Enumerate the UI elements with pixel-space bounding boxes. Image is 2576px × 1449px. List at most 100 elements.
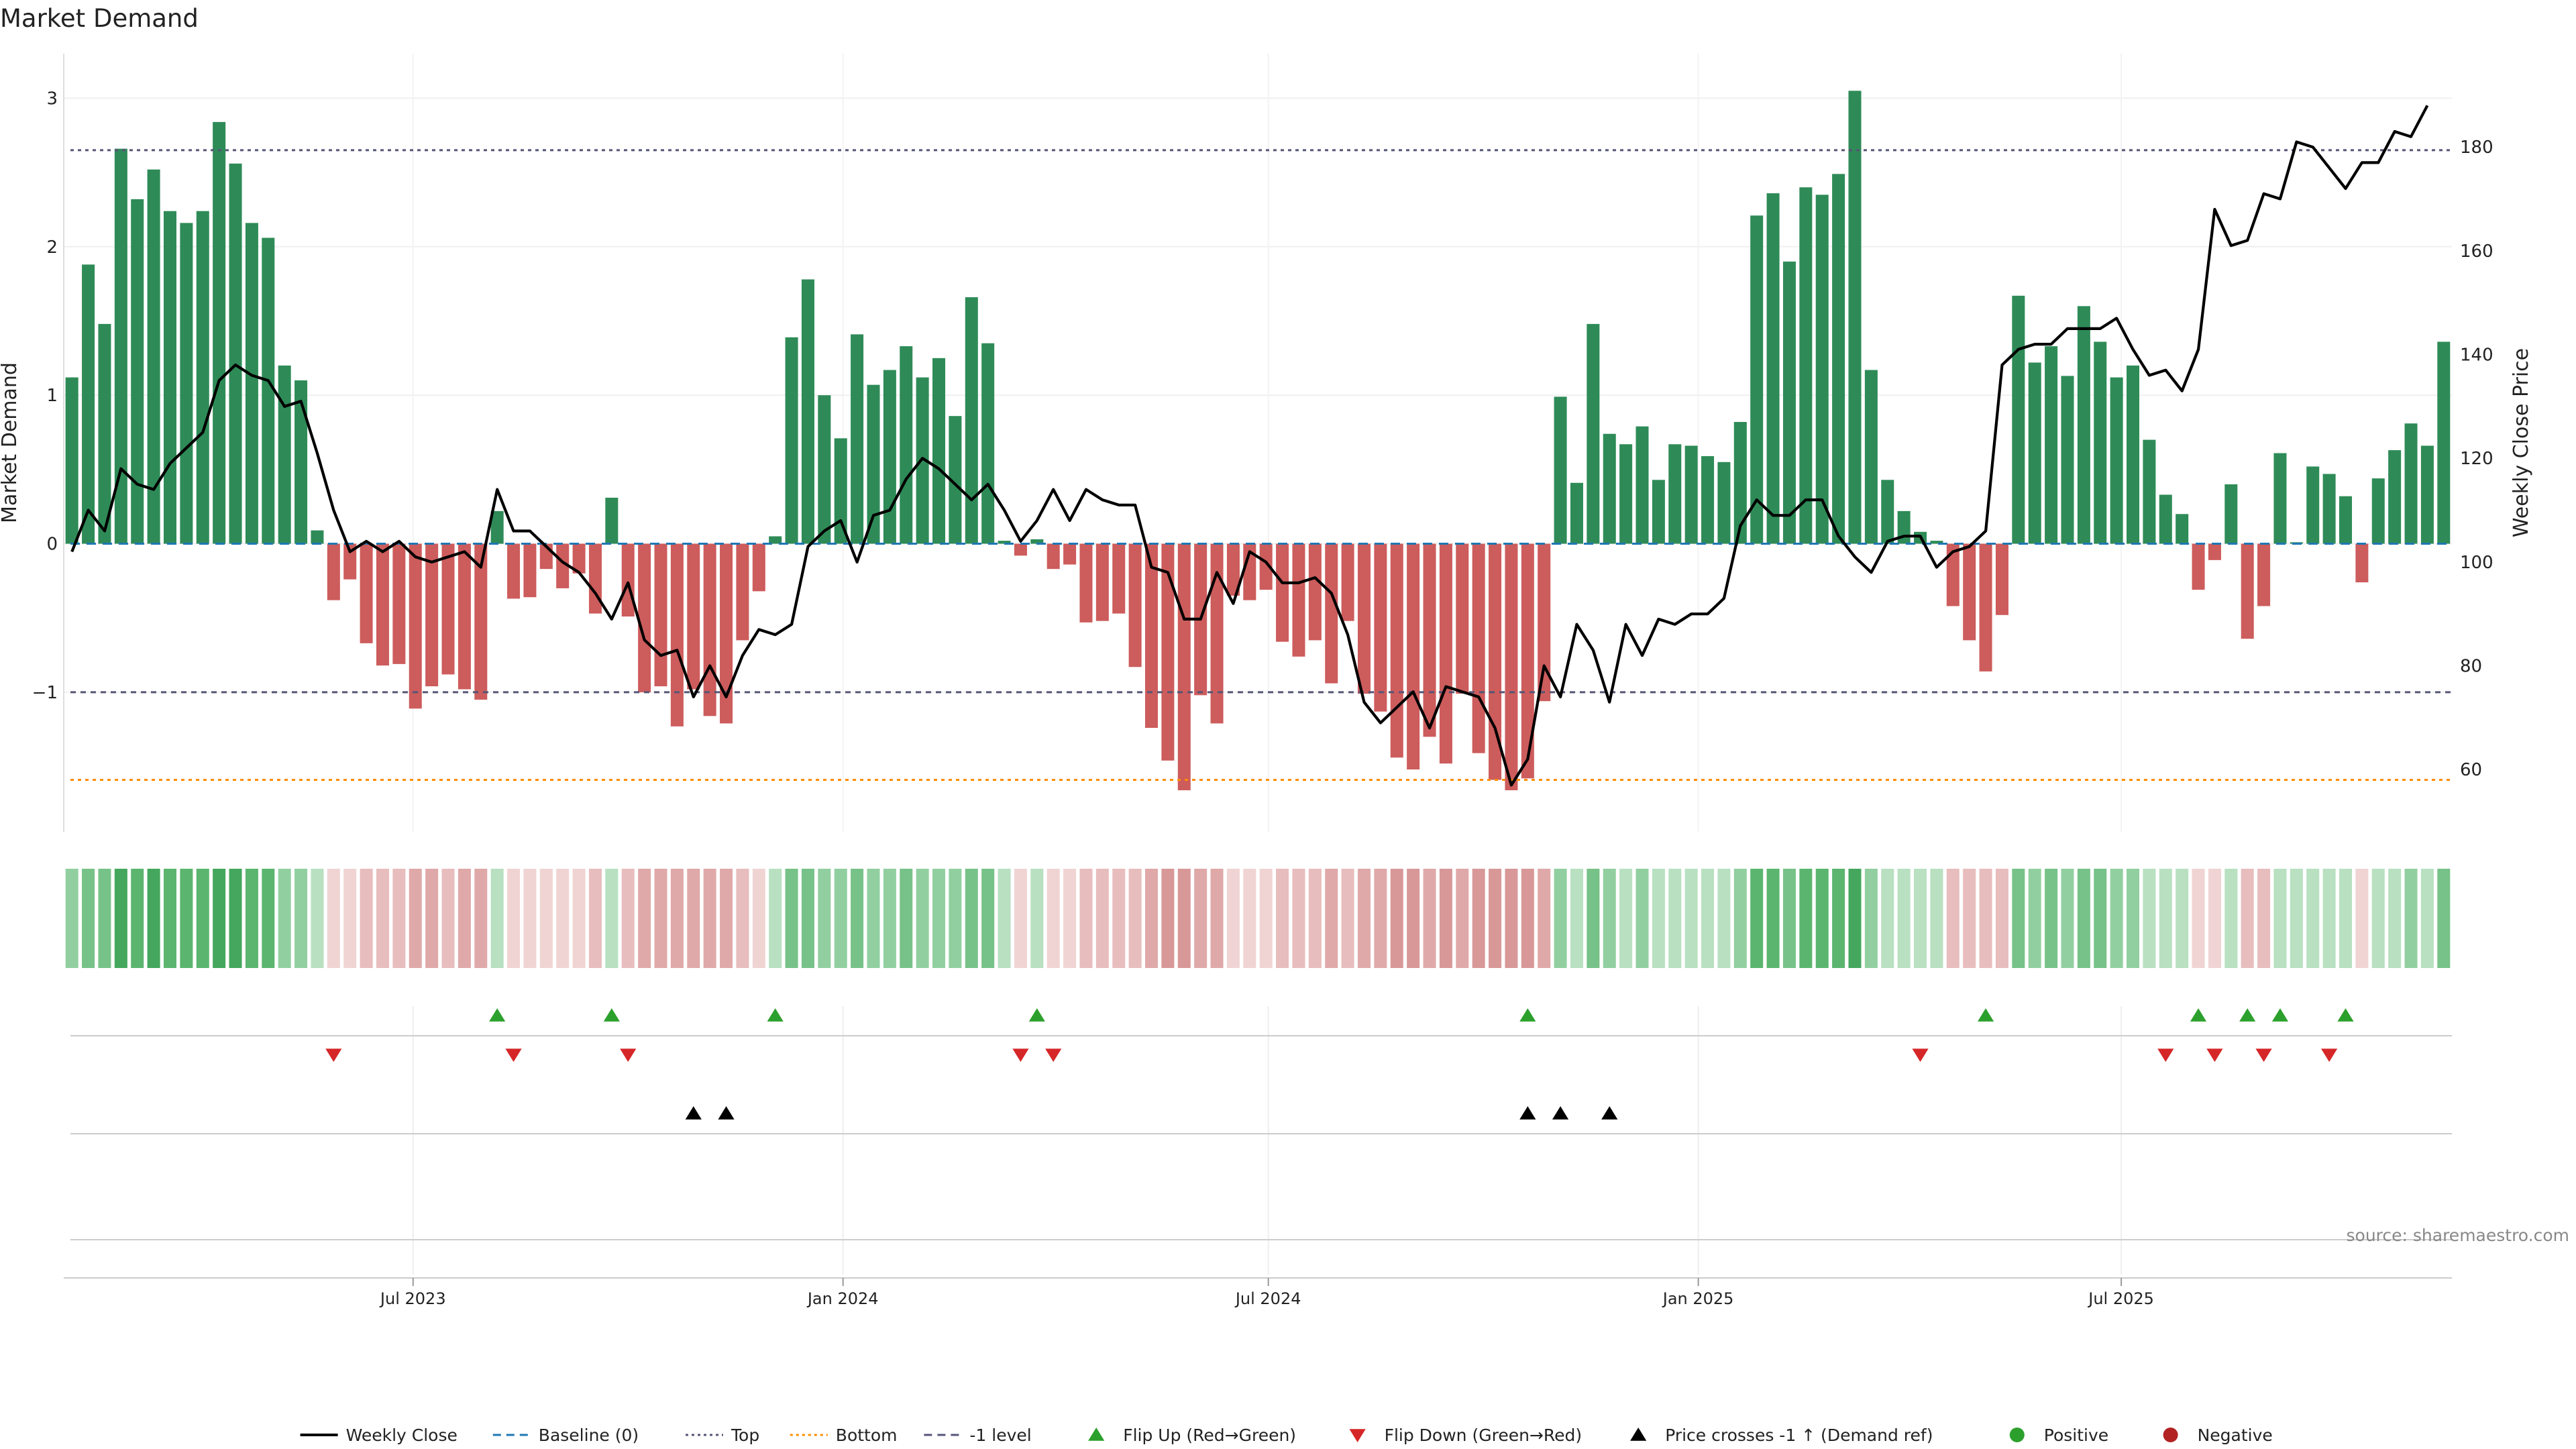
demand-bar [2437,341,2451,544]
demand-bar [1750,215,1764,544]
heat-cell [98,869,111,968]
heat-cell [556,869,570,968]
demand-bar [2224,484,2238,544]
demand-bar [523,543,537,598]
heat-cell [654,869,667,968]
legend-label: Baseline (0) [539,1426,639,1445]
heat-cell [1423,869,1436,968]
demand-bar [163,211,177,544]
demand-bar [1276,543,1289,642]
x-tick-label: Jan 2024 [806,1289,879,1308]
y-tick-label: 1 [46,386,58,406]
y2-tick-label: 180 [2460,138,2493,158]
demand-bar [1161,543,1175,761]
heat-cell [1995,869,2008,968]
heat-cell [1554,869,1567,968]
heat-cell [1259,869,1273,968]
y2-tick-label: 100 [2460,553,2493,573]
y-tick-label: 3 [46,89,58,109]
heat-cell [1325,869,1338,968]
flip-up-marker [1977,1008,1994,1022]
y-tick-label: 0 [46,535,58,555]
demand-bar [1554,396,1567,544]
demand-bar [1603,433,1616,544]
price-cross-marker [1601,1106,1618,1120]
demand-bar [114,148,127,544]
demand-bar [229,163,242,544]
demand-bar [687,543,700,690]
heat-cell [360,869,373,968]
grid-lines [64,54,2452,1275]
heat-cell [1243,869,1256,968]
demand-bar [1325,543,1338,684]
demand-bar [1782,261,1796,544]
x-tick-label: Jul 2025 [2087,1289,2154,1308]
demand-bar [311,530,324,544]
demand-bar [2012,295,2025,544]
demand-bar [2028,362,2041,544]
heat-cell [1815,869,1829,968]
flip-down-marker [325,1049,342,1062]
demand-bar [1733,422,1747,544]
heat-cell [1194,869,1208,968]
demand-bar [1063,543,1077,565]
demand-bar [180,223,193,544]
legend-label: Flip Down (Green→Red) [1385,1426,1582,1445]
flip-up-marker [603,1008,620,1022]
heat-cell [588,869,602,968]
heat-cell [1112,869,1126,968]
demand-bar [1946,543,1960,606]
demand-bar [1079,543,1093,623]
heat-cell [1864,869,1878,968]
heat-cell [2257,869,2271,968]
demand-bar [1832,174,1845,544]
heat-cell [1521,869,1534,968]
demand-bar [2077,306,2090,544]
y2-axis-label: Weekly Close Price [2510,348,2533,537]
demand-bar [245,223,258,544]
demand-bar [2404,423,2418,544]
demand-bar [1570,482,1583,544]
price-cross-marker [1519,1106,1536,1120]
flip-down-marker [620,1049,637,1062]
heat-cell [2061,869,2074,968]
demand-bar [294,380,308,544]
heat-cell [1668,869,1682,968]
x-tick-label: Jul 2023 [379,1289,446,1308]
demand-bar [654,543,667,687]
demand-bar [1799,187,1813,544]
heat-cell [507,869,521,968]
demand-bar [65,377,78,544]
heat-cell [981,869,995,968]
heat-cell [262,869,275,968]
heat-cell [1897,869,1911,968]
flip-down-marker [2157,1049,2174,1062]
heat-cell [409,869,422,968]
demand-bar [900,346,913,544]
demand-bar [1881,480,1894,544]
heat-cell [1946,869,1960,968]
demand-bar [278,365,291,544]
flip-up-marker [1519,1008,1536,1022]
demand-bar [425,543,439,687]
demand-bar [360,543,373,643]
demand-bar [851,334,864,544]
demand-bar [409,543,422,709]
heat-cell [2012,869,2025,968]
heat-cell [1046,869,1060,968]
price-cross-marker [718,1106,735,1120]
demand-bar [621,543,635,617]
demand-bar [883,370,896,544]
flip-down-marker [505,1049,522,1062]
demand-bar [949,416,962,544]
demand-bar [1930,541,1943,544]
heat-cell [180,869,193,968]
demand-bar [441,543,455,675]
heat-cell [2273,869,2287,968]
heat-cell [1357,869,1371,968]
demand-bar [1766,193,1780,544]
demand-bar [1472,543,1485,753]
demand-bar [2322,474,2336,544]
heat-cell [818,869,831,968]
